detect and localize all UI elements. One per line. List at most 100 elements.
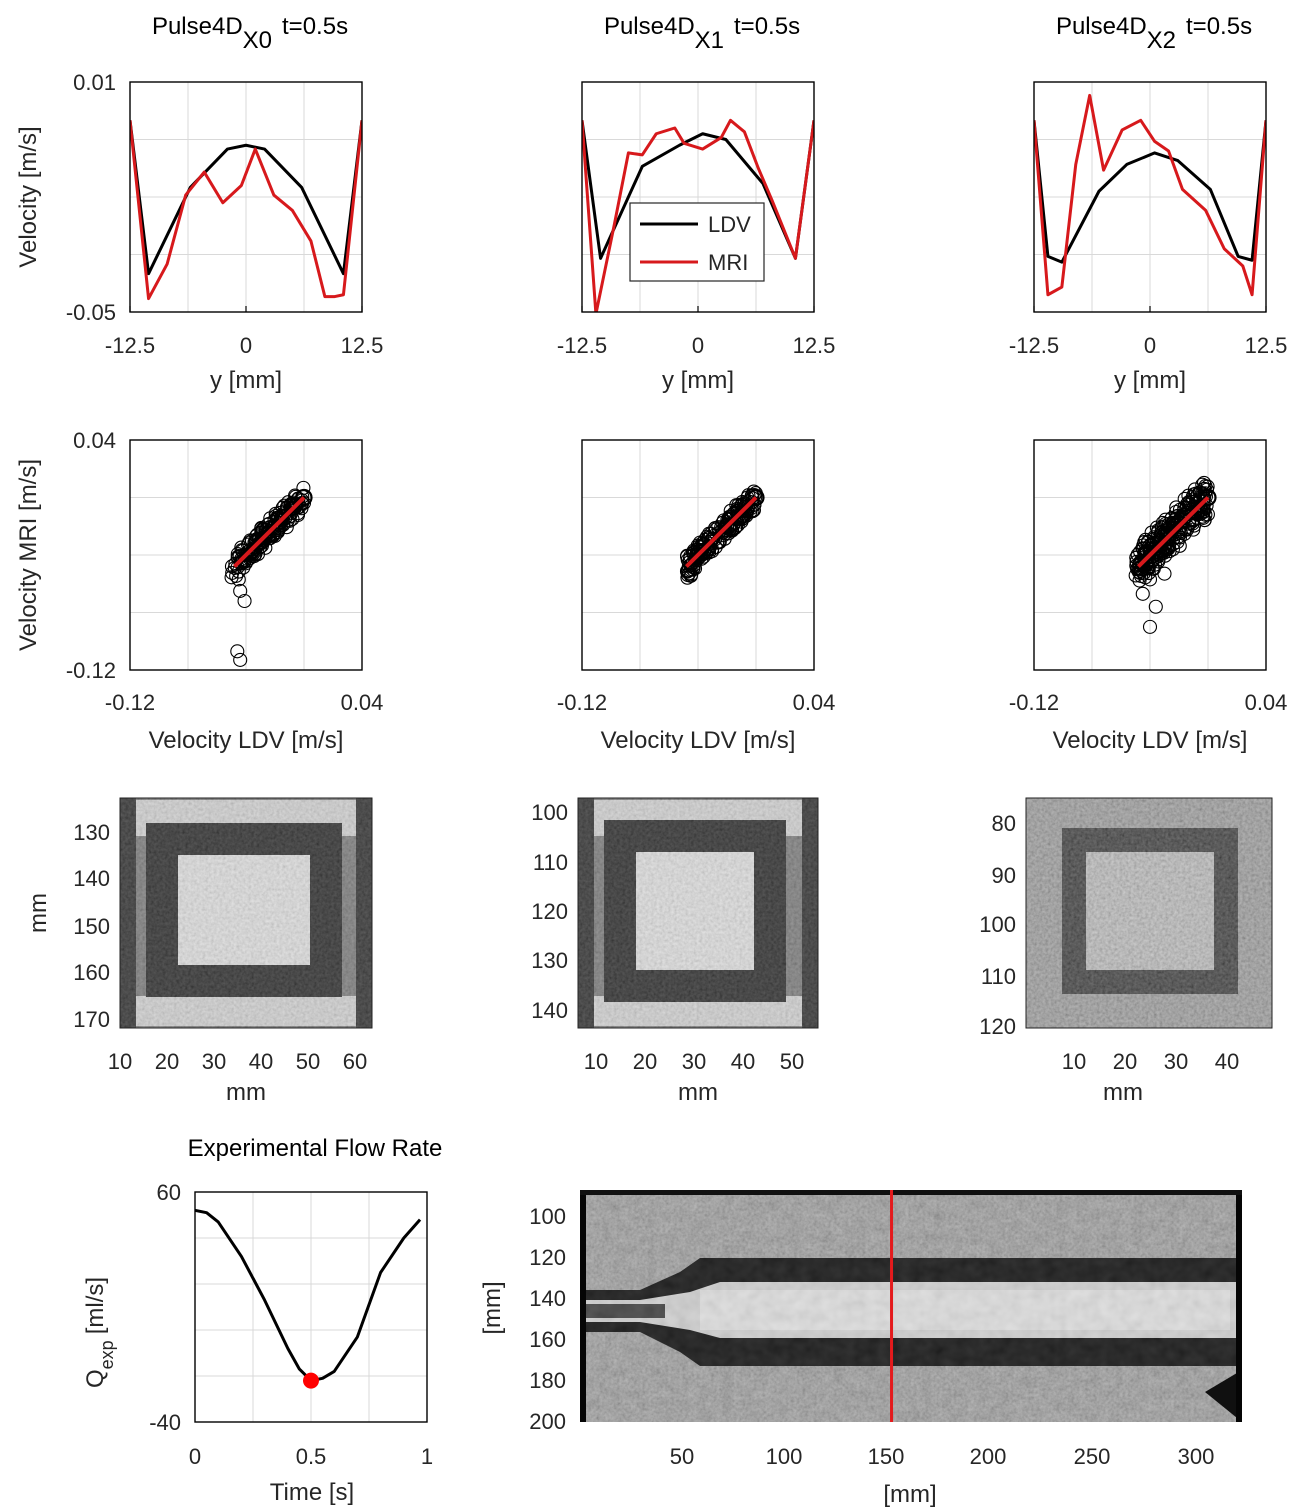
x-tick-label: 12.5 — [793, 333, 836, 358]
y-tick-label: 140 — [529, 1286, 566, 1311]
flow-curve — [195, 1208, 422, 1383]
scatter-point — [708, 540, 723, 555]
profile-title-sub: X0 — [243, 27, 272, 54]
y-tick-label: 140 — [531, 998, 568, 1023]
x-tick-label: 1 — [421, 1444, 433, 1469]
y-tick-label: -0.12 — [66, 658, 116, 683]
x-tick-label: 50 — [780, 1049, 804, 1074]
x-tick-label: 20 — [633, 1049, 657, 1074]
x-tick-label: 0 — [692, 333, 704, 358]
scatter-point — [231, 564, 246, 579]
profile-plot-area — [1034, 93, 1266, 297]
y-tick-label: 0.01 — [73, 70, 116, 95]
x-tick-label: -0.12 — [105, 690, 155, 715]
scatter-point — [243, 533, 258, 548]
y-tick-label: 130 — [531, 948, 568, 973]
flow-axes-box — [194, 1191, 428, 1423]
y-tick-label: 120 — [529, 1245, 566, 1270]
y-tick-label: 110 — [533, 850, 568, 875]
profile-panel-x2: Pulse4DX2 t=0.5s -12.5 0 12.5 y [mm] — [1009, 13, 1287, 394]
profile-title-time: t=0.5s — [282, 13, 348, 40]
profile-panel-x1: Pulse4DX1 t=0.5s -12.5 0 12.5 y [mm] LDV MRI — [557, 13, 835, 394]
scatter-point — [1142, 572, 1158, 587]
profile-title-main: Pulse4D — [1056, 13, 1147, 40]
y-tick-label: 80 — [992, 811, 1016, 836]
scatter-plot-area — [224, 480, 313, 667]
scatter-point — [252, 537, 267, 552]
svg-text:Qexp[ml/s]: Qexp [ml/s] — [82, 1277, 117, 1388]
scatter-point — [1166, 521, 1181, 536]
x-tick-label: 10 — [108, 1049, 132, 1074]
scatter-point — [273, 515, 288, 531]
scatter-point — [707, 528, 722, 543]
x-tick-label: 30 — [1164, 1049, 1188, 1074]
y-tick-label: 100 — [979, 912, 1016, 937]
scatter-axes-box — [129, 439, 363, 671]
scatter-point — [1179, 497, 1194, 512]
longitudinal-image — [580, 1190, 1242, 1422]
scatter-xlabel: Velocity LDV [m/s] — [149, 727, 344, 754]
x-tick-label: -0.12 — [557, 690, 607, 715]
scatter-point — [738, 504, 753, 519]
y-tick-label: 150 — [73, 914, 110, 939]
series-line-mri — [1034, 93, 1266, 297]
x-tick-label: 150 — [868, 1444, 905, 1469]
image-ylabel: mm — [25, 893, 52, 933]
scatter-point — [1153, 534, 1168, 549]
profile-panel-x0: Pulse4DX0 t=0.5s -12.5 0 12.5 0.01 -0.05 y [mm]… — [15, 13, 383, 394]
x-tick-label: -12.5 — [557, 333, 607, 358]
series-line-ldv — [130, 120, 362, 276]
scatter-point — [730, 505, 745, 520]
scatter-panel-0: -0.12 0.04 0.04 -0.12 Velocity LDV [m/s] Velo… — [15, 428, 383, 754]
current-time-marker — [303, 1372, 319, 1389]
scatter-plot-area — [1128, 475, 1217, 634]
x-tick-label: 10 — [584, 1049, 608, 1074]
profile-xlabel: y [mm] — [1114, 367, 1186, 394]
y-tick-label: 120 — [531, 899, 568, 924]
scatter-point — [1165, 516, 1180, 531]
x-tick-label: 0.04 — [1245, 690, 1288, 715]
scatter-point — [747, 488, 765, 507]
scatter-point — [233, 652, 248, 667]
y-tick-label: 160 — [73, 960, 110, 985]
x-tick-label: 10 — [1062, 1049, 1086, 1074]
y-tick-label: 100 — [531, 800, 568, 825]
long-ylabel: [mm] — [479, 1281, 506, 1334]
y-tick-label: 100 — [529, 1204, 566, 1229]
scatter-ylabel: Velocity MRI [m/s] — [15, 459, 42, 651]
scatter-point — [286, 501, 301, 516]
scatter-point — [1132, 561, 1147, 576]
y-tick-label: -0.05 — [66, 300, 116, 325]
scatter-point — [1199, 488, 1217, 507]
cross-section-panel-2: 10 20 30 40 80 90 100 110 120 mm — [979, 797, 1273, 1106]
y-tick-label: 180 — [529, 1368, 566, 1393]
fit-line — [684, 496, 758, 568]
profile-title-time: t=0.5s — [1186, 13, 1252, 40]
scatter-point — [684, 567, 699, 582]
x-tick-label: 60 — [343, 1049, 367, 1074]
cross-section-image — [577, 797, 819, 1029]
x-tick-label: 30 — [202, 1049, 226, 1074]
profile-ylabel: Velocity [m/s] — [15, 126, 42, 267]
scatter-point — [1200, 479, 1215, 494]
scatter-point — [1162, 530, 1177, 545]
x-tick-label: -12.5 — [105, 333, 155, 358]
scatter-point — [240, 544, 256, 559]
profile-title-main: Pulse4D — [604, 13, 695, 40]
flow-ylabel-sub: exp — [97, 1340, 117, 1369]
long-xlabel: [mm] — [883, 1481, 936, 1508]
cross-section-image — [119, 797, 373, 1029]
flow-title: Experimental Flow Rate — [188, 1135, 443, 1162]
image-xlabel: mm — [678, 1079, 718, 1106]
profile-title-sub: X2 — [1147, 27, 1176, 54]
x-tick-label: 0.5 — [296, 1444, 327, 1469]
scatter-axes-box — [1033, 439, 1267, 671]
fit-line — [232, 496, 306, 568]
flow-xlabel: Time [s] — [270, 1479, 354, 1506]
x-tick-label: -0.12 — [1009, 690, 1059, 715]
scatter-point — [224, 570, 239, 585]
scatter-point — [230, 644, 245, 659]
scatter-point — [1185, 516, 1200, 531]
fit-line — [1136, 496, 1210, 568]
